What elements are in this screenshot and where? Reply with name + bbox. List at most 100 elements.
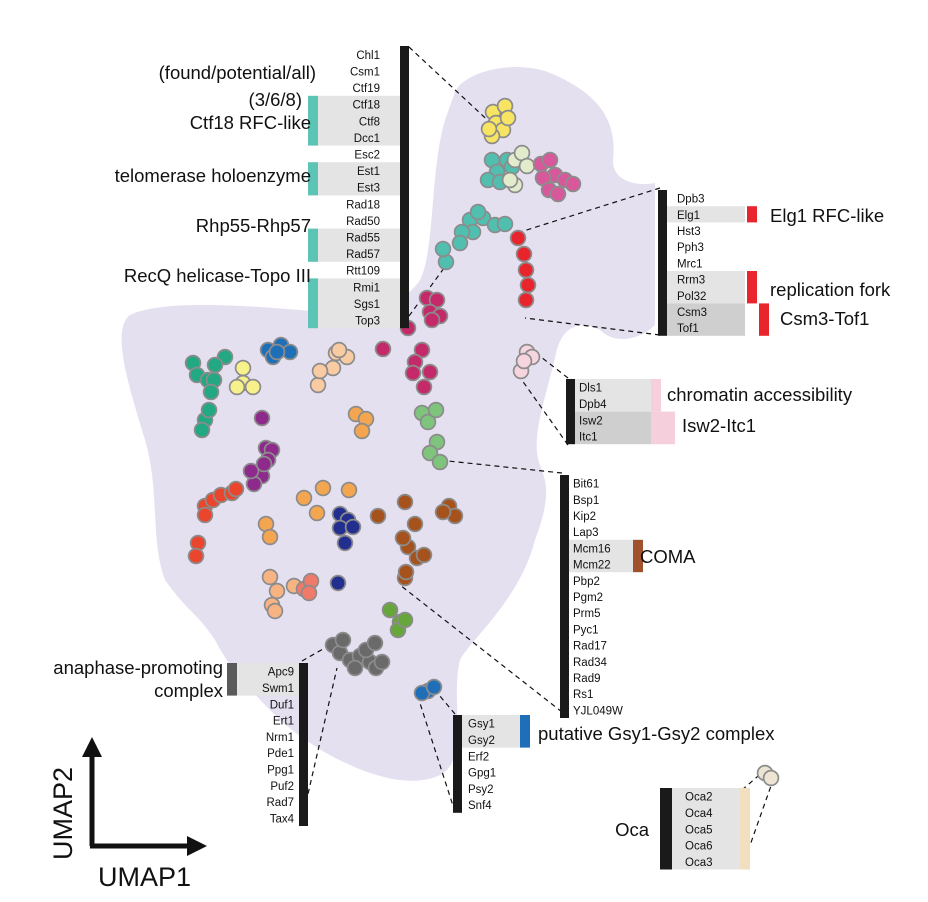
gene-label-mrc1: Mrc1 xyxy=(677,258,703,270)
gene-label-dls1: Dls1 xyxy=(579,383,602,395)
gene-label-oca4: Oca4 xyxy=(685,808,713,820)
gene-label-erf2: Erf2 xyxy=(468,751,489,763)
gene-label-oca2: Oca2 xyxy=(685,792,713,804)
point-orange-7 xyxy=(261,528,279,546)
point-magenta-10 xyxy=(415,378,433,396)
gene-label-mcm22: Mcm22 xyxy=(573,560,611,572)
point-green-8 xyxy=(193,421,211,439)
gene-label-chl1: Chl1 xyxy=(356,50,380,62)
gene-label-rad18: Rad18 xyxy=(346,199,380,211)
gene-label-rad57: Rad57 xyxy=(346,249,380,261)
group-header-label: (found/potential/all) xyxy=(159,62,316,83)
panel-top-right-band-0 xyxy=(667,206,745,223)
panel-top-left-accent-1 xyxy=(308,162,318,196)
point-red-4 xyxy=(517,291,535,309)
point-peach-4 xyxy=(309,376,327,394)
gene-label-gsy2: Gsy2 xyxy=(468,735,495,747)
gene-label-elg1: Elg1 xyxy=(677,210,700,222)
gene-label-pde1: Pde1 xyxy=(267,748,294,760)
gene-label-ctf18: Ctf18 xyxy=(353,100,381,112)
point-orange-2 xyxy=(353,422,371,440)
gene-label-tof1: Tof1 xyxy=(677,323,699,335)
panel-top-left-band-1 xyxy=(318,162,400,196)
panel-top-right-band-1 xyxy=(667,271,745,304)
point-lightyellow-3 xyxy=(228,378,246,396)
panel-gsy-accent-0 xyxy=(520,715,530,748)
gene-label-puf2: Puf2 xyxy=(270,781,294,793)
gene-label-dcc1: Dcc1 xyxy=(354,133,380,145)
point-gsyblue-2 xyxy=(425,678,443,696)
gene-label-dpb4: Dpb4 xyxy=(579,399,607,411)
point-teal-12 xyxy=(451,234,469,252)
umap1-axis-label: UMAP1 xyxy=(98,862,191,892)
point-gray-10 xyxy=(366,634,384,652)
point-orange-4 xyxy=(295,489,313,507)
panel-top-right-accent-0 xyxy=(747,206,757,223)
complex-label-gsy: putative Gsy1-Gsy2 complex xyxy=(538,723,775,744)
gene-label-nrm1: Nrm1 xyxy=(266,732,294,744)
cluster-region-background xyxy=(121,66,655,781)
complex-label-apc-line2: complex xyxy=(154,680,224,701)
gene-label-top3: Top3 xyxy=(355,316,380,328)
panel-chromatin-bar xyxy=(566,379,575,445)
gene-label-oca6: Oca6 xyxy=(685,841,713,853)
point-magenta-4 xyxy=(423,311,441,329)
point-brown-7 xyxy=(394,529,412,547)
gene-label-apc9: Apc9 xyxy=(268,667,294,679)
point-brown-5 xyxy=(369,507,387,525)
point-pink-7 xyxy=(549,185,567,203)
point-magenta-6 xyxy=(374,340,392,358)
panel-coma-bar xyxy=(560,475,569,718)
connector-line-2 xyxy=(516,187,661,234)
gene-label-rad7: Rad7 xyxy=(267,797,295,809)
connector-line-6 xyxy=(447,460,563,474)
connector-line-7 xyxy=(399,584,563,713)
gene-label-csm3: Csm3 xyxy=(677,307,707,319)
point-redorange-5 xyxy=(227,480,245,498)
point-red-0 xyxy=(509,229,527,247)
point-lightorange-1 xyxy=(268,582,286,600)
point-brown-9 xyxy=(415,546,433,564)
point-pink-1 xyxy=(541,151,559,169)
umap2-axis-label: UMAP2 xyxy=(48,767,78,860)
gene-label-prm5: Prm5 xyxy=(573,608,600,620)
point-purple-6 xyxy=(242,462,260,480)
gene-label-yjl049w: YJL049W xyxy=(573,705,623,717)
gene-label-pgm2: Pgm2 xyxy=(573,592,603,604)
axis-arrows: UMAP1 UMAP2 xyxy=(48,737,207,892)
panel-top-left-accent-2 xyxy=(308,228,318,262)
point-gray-8 xyxy=(346,659,364,677)
gene-label-pol32: Pol32 xyxy=(677,291,706,303)
point-cream-4 xyxy=(501,171,519,189)
group-count-label: (3/6/8) xyxy=(249,89,302,110)
panel-apc-band-0 xyxy=(237,663,299,696)
point-lightorange-0 xyxy=(261,568,279,586)
point-brown-4 xyxy=(396,493,414,511)
point-teal-9 xyxy=(496,215,514,233)
panel-top-left-accent-0 xyxy=(308,95,318,146)
panel-gsy: Gsy1 Gsy2 Erf2 Gpg1 Psy2 Snf4 xyxy=(453,715,530,813)
point-green-9 xyxy=(200,401,218,419)
point-brown-3 xyxy=(406,515,424,533)
point-salmon-2 xyxy=(300,584,318,602)
complex-label-recq: RecQ helicase-Topo III xyxy=(124,265,311,286)
gene-label-rad34: Rad34 xyxy=(573,657,607,669)
complex-label-replication-fork: replication fork xyxy=(770,279,891,300)
gene-label-ert1: Ert1 xyxy=(273,716,294,728)
connector-line-0 xyxy=(408,46,497,129)
panel-apc-accent-0 xyxy=(227,663,237,696)
connector-line-9 xyxy=(301,667,338,821)
point-redorange-7 xyxy=(187,547,205,565)
point-green-5 xyxy=(202,383,220,401)
connector-line-1 xyxy=(408,263,448,317)
umap1-arrowhead-icon xyxy=(187,836,207,856)
point-teal-15 xyxy=(469,203,487,221)
gene-label-ctf8: Ctf8 xyxy=(359,116,380,128)
point-gray-7 xyxy=(373,653,391,671)
panel-coma-band-0 xyxy=(569,539,633,573)
complex-label-chromatin-accessibility: chromatin accessibility xyxy=(667,384,853,405)
point-orange-8 xyxy=(340,481,358,499)
point-redorange-1 xyxy=(196,506,214,524)
gene-label-csm1: Csm1 xyxy=(350,67,380,79)
